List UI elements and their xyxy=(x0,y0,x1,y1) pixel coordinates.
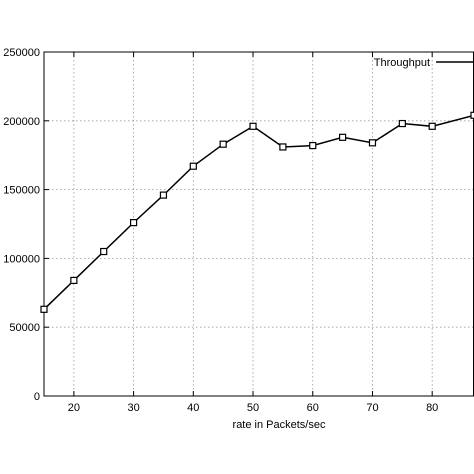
data-point-marker xyxy=(368,139,377,147)
grid xyxy=(44,52,474,396)
data-point-marker xyxy=(159,191,168,199)
data-point-marker xyxy=(40,305,48,313)
y-tick-label: 150000 xyxy=(3,185,40,197)
legend-label: Throughput xyxy=(374,57,430,69)
y-tick-label: 0 xyxy=(34,391,40,403)
data-point-marker xyxy=(129,219,138,227)
data-point-marker xyxy=(428,122,436,130)
data-point-marker xyxy=(309,141,317,150)
legend: Throughput xyxy=(374,57,474,69)
series-layer xyxy=(40,111,474,313)
y-tick-label: 100000 xyxy=(3,253,40,265)
y-tick-label: 50000 xyxy=(9,322,40,334)
x-tick-label: 30 xyxy=(127,402,139,414)
y-tick-label: 200000 xyxy=(3,116,40,128)
data-point-marker xyxy=(398,119,406,128)
data-point-marker xyxy=(189,162,197,170)
series-line-throughput xyxy=(43,114,474,310)
x-tick-label: 70 xyxy=(366,402,378,414)
x-tick-label: 40 xyxy=(187,402,199,414)
data-point-marker xyxy=(70,276,78,285)
data-point-marker xyxy=(470,111,474,119)
x-tick-label: 20 xyxy=(68,402,80,414)
data-point-marker xyxy=(219,140,227,148)
data-point-marker xyxy=(249,122,257,130)
axes: 0 50000 100000 150000 200000 250000 20 30 40 50 60… xyxy=(3,47,474,414)
data-point-marker xyxy=(279,143,287,151)
x-tick-label: 50 xyxy=(247,402,259,414)
plot-frame xyxy=(43,51,474,397)
y-tick-label: 250000 xyxy=(3,47,40,59)
x-tick-label: 60 xyxy=(307,402,319,414)
data-point-marker xyxy=(339,133,347,141)
data-point-marker xyxy=(100,247,108,256)
x-tick-label: 80 xyxy=(426,402,438,414)
x-axis-label: rate in Packets/sec xyxy=(233,419,326,431)
